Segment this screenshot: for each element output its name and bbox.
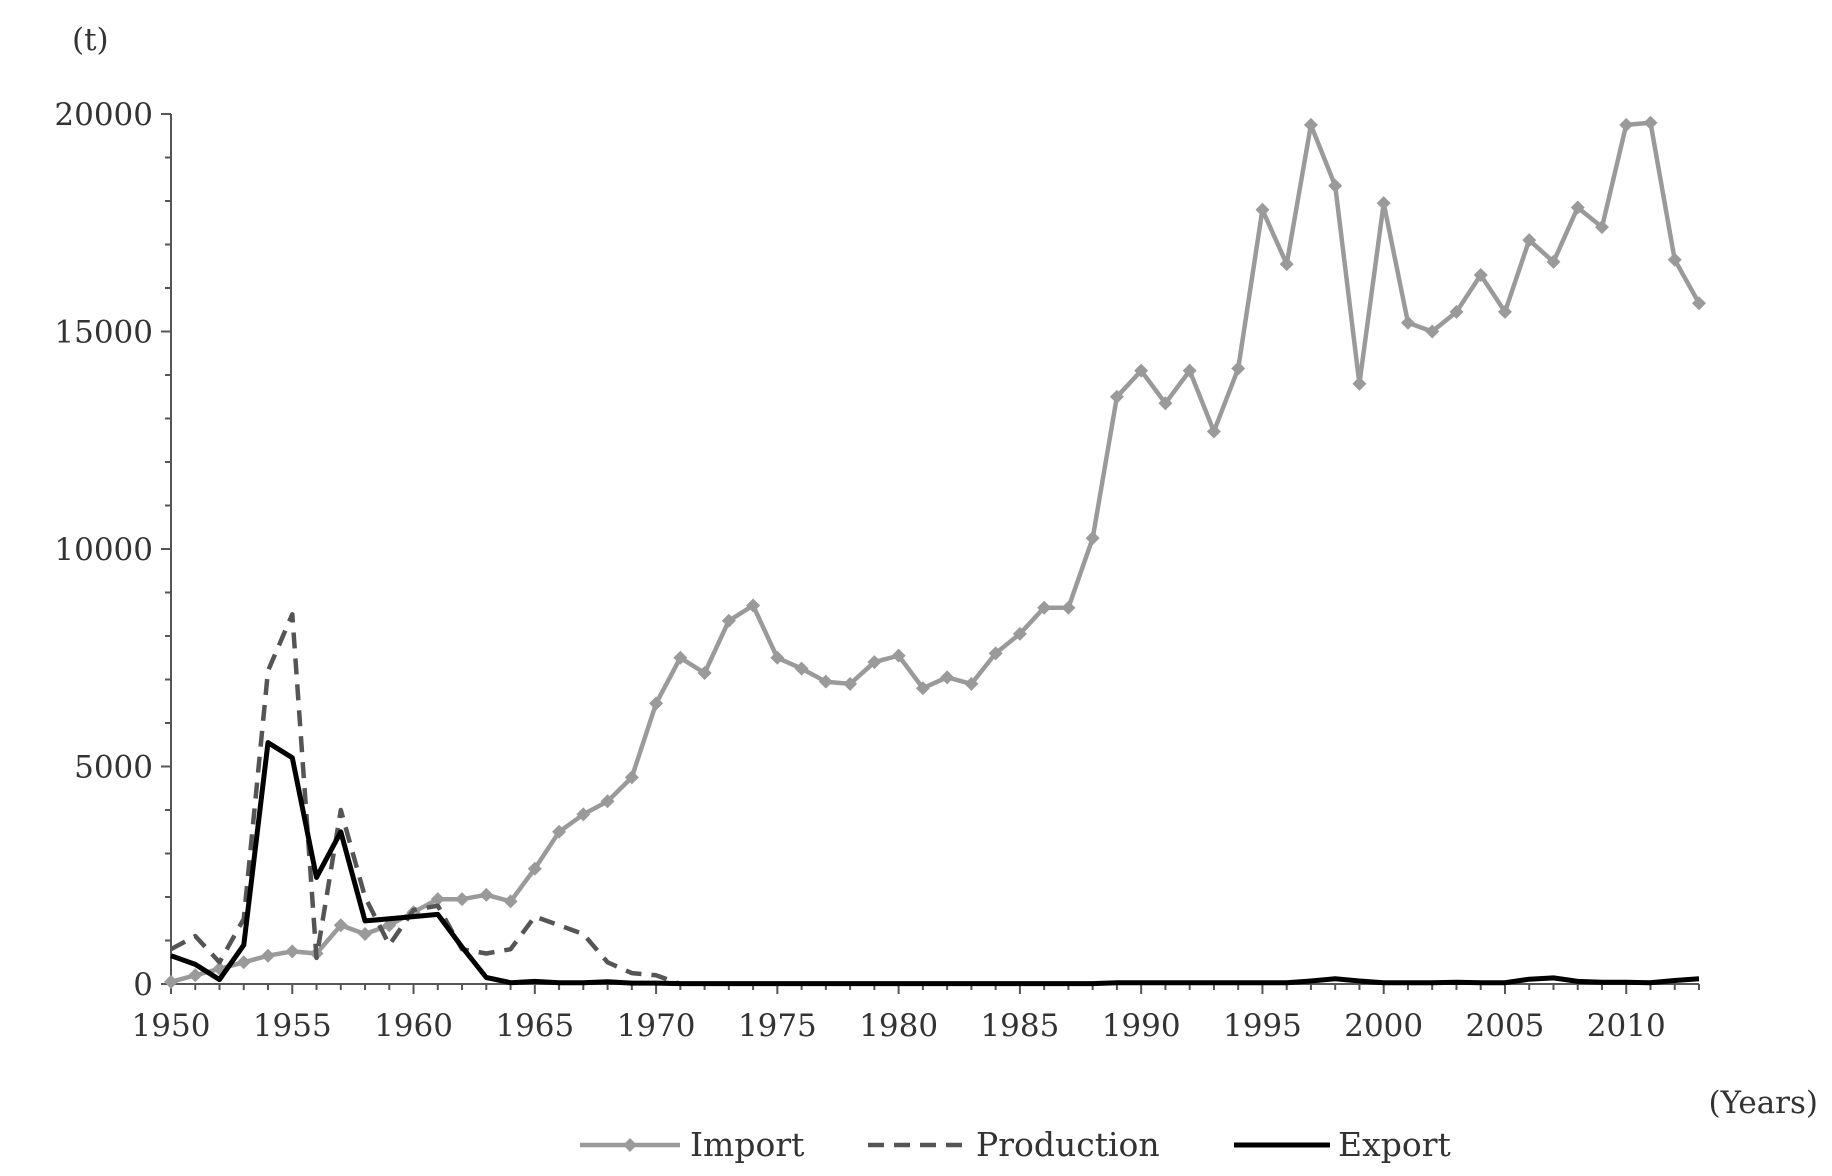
y-tick-label: 10000	[54, 532, 153, 568]
series-export	[170, 740, 1700, 987]
import-point	[1085, 531, 1100, 546]
series-import	[164, 115, 1706, 989]
import-point	[891, 648, 906, 663]
x-tick-label: 1950	[132, 1008, 211, 1044]
x-tick-label: 1985	[980, 1008, 1059, 1044]
import-point	[430, 892, 445, 907]
import-point	[1182, 363, 1197, 378]
series-layer	[164, 115, 1706, 989]
import-point	[1303, 117, 1318, 132]
import-point	[649, 696, 664, 711]
import-point	[285, 944, 300, 959]
legend-item-export: Export	[1234, 1125, 1451, 1164]
y-tick-label: 5000	[74, 750, 153, 786]
import-point	[770, 650, 785, 665]
import-point	[333, 918, 348, 933]
import-point	[746, 598, 761, 613]
import-point	[1061, 600, 1076, 615]
import-point	[818, 674, 833, 689]
x-tick-label: 2000	[1344, 1008, 1423, 1044]
import-point	[697, 665, 712, 680]
import-point	[988, 646, 1003, 661]
import-point	[1522, 233, 1537, 248]
import-point	[1619, 117, 1634, 132]
x-tick-label: 1960	[374, 1008, 453, 1044]
legend-label: Import	[690, 1125, 804, 1164]
x-tick-label: 1980	[859, 1008, 938, 1044]
import-point	[915, 681, 930, 696]
import-point	[1352, 376, 1367, 391]
x-tick-label: 1990	[1102, 1008, 1181, 1044]
legend-label: Export	[1338, 1125, 1451, 1164]
import-point	[964, 676, 979, 691]
import-point	[600, 794, 615, 809]
import-point	[1643, 115, 1658, 130]
import-point	[576, 807, 591, 822]
import-point	[236, 955, 251, 970]
import-point	[1328, 178, 1343, 193]
export-line	[170, 740, 1700, 987]
y-tick-label: 0	[133, 967, 153, 1003]
import-point	[1692, 296, 1706, 311]
x-tick-label: 2005	[1466, 1008, 1545, 1044]
import-point	[1400, 315, 1415, 330]
legend-item-import: Import	[580, 1125, 804, 1164]
import-point	[1594, 220, 1609, 235]
legend: Import Production Export	[580, 1125, 1451, 1164]
import-point	[382, 918, 397, 933]
import-point	[1109, 389, 1124, 404]
x-tick-label: 2010	[1587, 1008, 1666, 1044]
import-point	[358, 926, 373, 941]
legend-marker	[623, 1138, 637, 1152]
import-point	[164, 974, 178, 989]
import-point	[1158, 396, 1173, 411]
import-point	[552, 824, 567, 839]
y-tick-label: 15000	[54, 315, 153, 351]
x-axis-label: (Years)	[1708, 1085, 1818, 1121]
x-tick-label: 1975	[738, 1008, 817, 1044]
import-point	[1037, 600, 1052, 615]
x-tick-label: 1995	[1223, 1008, 1302, 1044]
import-point	[261, 948, 276, 963]
import-point	[794, 661, 809, 676]
import-point	[1546, 254, 1561, 269]
x-tick-label: 1955	[253, 1008, 332, 1044]
import-point	[940, 670, 955, 685]
import-point	[1449, 304, 1464, 319]
x-tick-label: 1965	[495, 1008, 574, 1044]
import-point	[1279, 257, 1294, 272]
import-point	[1206, 424, 1221, 439]
y-tick-label: 20000	[54, 97, 153, 133]
import-point	[1667, 252, 1682, 267]
import-point	[1425, 324, 1440, 339]
x-tick-label: 1970	[617, 1008, 696, 1044]
import-point	[673, 650, 688, 665]
production-line	[169, 612, 682, 987]
import-point	[1497, 304, 1512, 319]
import-point	[624, 770, 639, 785]
import-point	[867, 655, 882, 670]
series-production	[169, 612, 682, 987]
import-point	[1473, 267, 1488, 282]
axes: 0 5000 10000 15000 20000 1950 1955 1960 1965 1970…	[54, 97, 1700, 1044]
import-point	[527, 861, 542, 876]
import-point	[503, 894, 518, 909]
import-point	[1012, 626, 1027, 641]
import-point	[1255, 202, 1270, 217]
y-axis-label: (t)	[72, 22, 109, 58]
import-point	[721, 613, 736, 628]
import-point	[188, 968, 203, 983]
import-point	[455, 892, 470, 907]
import-point	[843, 676, 858, 691]
legend-item-production: Production	[868, 1125, 1160, 1164]
import-point	[479, 887, 494, 902]
import-point	[1376, 196, 1391, 211]
legend-label: Production	[976, 1125, 1160, 1164]
import-point	[1231, 361, 1246, 376]
import-point	[1134, 363, 1149, 378]
import-point	[1570, 200, 1585, 215]
import-line	[170, 120, 1701, 984]
